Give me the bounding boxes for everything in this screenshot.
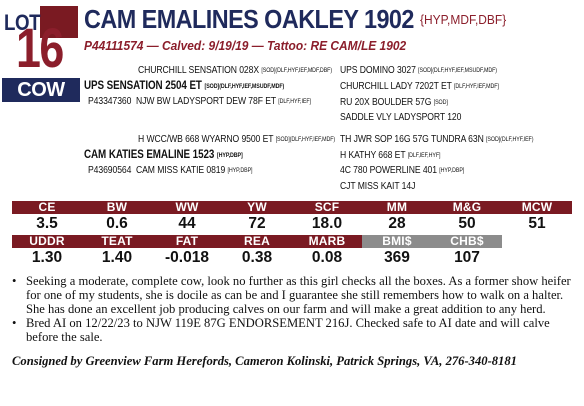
epd-header-empty (502, 235, 572, 248)
epd-value: 3.5 (36, 215, 58, 232)
pedigree-name: 4C 780 POWERLINE 401 (340, 164, 437, 176)
epd-value: 0.08 (311, 249, 343, 266)
pedigree-reg: P43690564 (88, 164, 132, 176)
pedigree-dam-dam: CAM MISS KATIE 0819 [HYP,DBP] (136, 164, 253, 176)
epd-header: UDDR (12, 235, 82, 248)
pedigree-name: UPS SENSATION 2504 ET (84, 78, 202, 92)
bullet-icon: • (12, 316, 17, 330)
pedigree-right: 4C 780 POWERLINE 401 [HYP,DBP] (340, 164, 464, 176)
pedigree-right: UPS DOMINO 3027 [SOD](DLF,HYF,IEF,MSUDF,… (340, 64, 497, 76)
epd-value-row-1: 3.5 0.6 44 72 18.0 28 50 51 (12, 215, 572, 233)
pedigree-right: SADDLE VLY LADYSPORT 120 (340, 111, 461, 123)
epd-value-row-2: 1.30 1.40 -0.018 0.38 0.08 369 107 (12, 249, 572, 267)
lot-red-block (40, 6, 78, 38)
pedigree-name: CHURCHILL LADY 7202T ET (340, 80, 452, 92)
epd-header: FAT (152, 235, 222, 248)
epd-header: SCF (292, 201, 362, 214)
epd-value: 18.0 (311, 215, 343, 232)
pedigree-tags: [SOD](DLF,HYF,IEF,MSUDF,MDF) (204, 83, 285, 90)
pedigree-name: H WCC/WB 668 WYARNO 9500 ET (138, 133, 274, 145)
epd-value (502, 249, 572, 267)
epd-header: TEAT (82, 235, 152, 248)
epd-header-row-1: CE BW WW YW SCF MM M&G MCW (12, 201, 572, 214)
comment-item: • Seeking a moderate, complete cow, look … (12, 274, 576, 316)
epd-value: 1.30 (31, 249, 63, 266)
lot-type: COW (2, 78, 80, 102)
epd-header: M&G (432, 201, 502, 214)
pedigree-tags: [SOD](DLF,HYF,IEF) (486, 136, 534, 143)
pedigree-right: H KATHY 668 ET [DLF,IEF,HYF] (340, 149, 440, 161)
pedigree-name: CHURCHILL SENSATION 028X (138, 64, 260, 76)
epd-header: MARB (292, 235, 362, 248)
comments-list: • Seeking a moderate, complete cow, look … (12, 274, 576, 344)
pedigree-tags: [HYP,DBP] (216, 152, 243, 159)
epd-value: 107 (454, 249, 480, 266)
epd-header: REA (222, 235, 292, 248)
comment-item: • Bred AI on 12/22/23 to NJW 119E 87G END… (12, 316, 576, 344)
pedigree-name: SADDLE VLY LADYSPORT 120 (340, 111, 462, 123)
epd-header: BW (82, 201, 152, 214)
pedigree-tags: [SOD](DLF,HYF,IEF,MSUDF,MDF) (418, 67, 497, 74)
epd-header: CHB$ (432, 235, 502, 248)
pedigree-right: CHURCHILL LADY 7202T ET [DLF,HYF,IEF,MDF… (340, 80, 499, 92)
epd-header-row-2: UDDR TEAT FAT REA MARB BMI$ CHB$ (12, 235, 572, 248)
epd-value: 28 (388, 215, 406, 232)
epd-value: 1.40 (101, 249, 133, 266)
epd-header: WW (152, 201, 222, 214)
registration-line: P44111574 — Calved: 9/19/19 — Tattoo: RE… (84, 38, 407, 53)
epd-header: YW (222, 201, 292, 214)
pedigree-name: CJT MISS KAIT 14J (340, 180, 416, 192)
pedigree-tags: [DLF,IEF,HYF] (407, 152, 441, 159)
pedigree-right: RU 20X BOULDER 57G [SOD] (340, 96, 448, 108)
epd-value: -0.018 (165, 249, 209, 266)
pedigree-name: CAM KATIES EMALINE 1523 (84, 147, 215, 161)
pedigree-tags: [HYP,DBP] (227, 167, 253, 174)
pedigree-sire-sire: CHURCHILL SENSATION 028X [SOD](DLF,HYF,I… (138, 64, 332, 76)
consigned-by: Consigned by Greenview Farm Herefords, C… (12, 354, 517, 368)
epd-value: 51 (528, 215, 546, 232)
animal-codes: {HYP,MDF,DBF} (420, 12, 507, 27)
pedigree-tags: [SOD](DLF,HYF,IEF,MDF) (275, 136, 336, 143)
comment-text: Bred AI on 12/22/23 to NJW 119E 87G ENDO… (26, 316, 550, 344)
pedigree-tags: [DLF,HYF,IEF] (278, 98, 311, 105)
pedigree-sire: UPS SENSATION 2504 ET [SOD](DLF,HYF,IEF,… (84, 78, 284, 92)
pedigree-name: RU 20X BOULDER 57G (340, 96, 432, 108)
bullet-icon: • (12, 274, 17, 288)
pedigree-dam-sire: H WCC/WB 668 WYARNO 9500 ET [SOD](DLF,HY… (138, 133, 335, 145)
pedigree-name: H KATHY 668 ET (340, 149, 406, 161)
pedigree-tags: [SOD](DLF,HYF,IEF,MDF,DBF) (261, 67, 333, 74)
pedigree-reg: P43347360 (88, 95, 132, 107)
comment-text: Seeking a moderate, complete cow, look n… (26, 274, 571, 316)
pedigree-dam-reg: P43690564 (88, 164, 131, 176)
pedigree-tags: [HYP,DBP] (439, 167, 465, 174)
pedigree-name: CAM MISS KATIE 0819 (136, 164, 226, 176)
lot-badge: LOT 16 COW (2, 4, 80, 102)
pedigree-name: TH JWR SOP 16G 57G TUNDRA 63N (340, 133, 484, 145)
epd-header: CE (12, 201, 82, 214)
epd-value: 0.38 (241, 249, 273, 266)
epd-header: MM (362, 201, 432, 214)
lot-number: 16 (16, 16, 64, 79)
epd-value: 50 (458, 215, 476, 232)
lot-label: LOT (4, 10, 41, 35)
epd-header: MCW (502, 201, 572, 214)
pedigree-dam: CAM KATIES EMALINE 1523 [HYP,DBP] (84, 147, 243, 161)
animal-name: CAM EMALINES OAKLEY 1902 (84, 4, 414, 34)
epd-value: 72 (248, 215, 266, 232)
epd-value: 369 (384, 249, 410, 266)
pedigree-sire-reg: P43347360 (88, 95, 131, 107)
pedigree-right: TH JWR SOP 16G 57G TUNDRA 63N [SOD](DLF,… (340, 133, 534, 145)
pedigree-tags: [SOD] (433, 99, 448, 106)
pedigree-sire-dam: NJW BW LADYSPORT DEW 78F ET [DLF,HYF,IEF… (136, 95, 311, 107)
pedigree-name: UPS DOMINO 3027 (340, 64, 416, 76)
pedigree-right: CJT MISS KAIT 14J (340, 180, 415, 192)
epd-value: 44 (178, 215, 196, 232)
pedigree-name: NJW BW LADYSPORT DEW 78F ET (136, 95, 276, 107)
pedigree-tags: [DLF,HYF,IEF,MDF] (454, 83, 499, 90)
epd-value: 0.6 (106, 215, 128, 232)
epd-header: BMI$ (362, 235, 432, 248)
